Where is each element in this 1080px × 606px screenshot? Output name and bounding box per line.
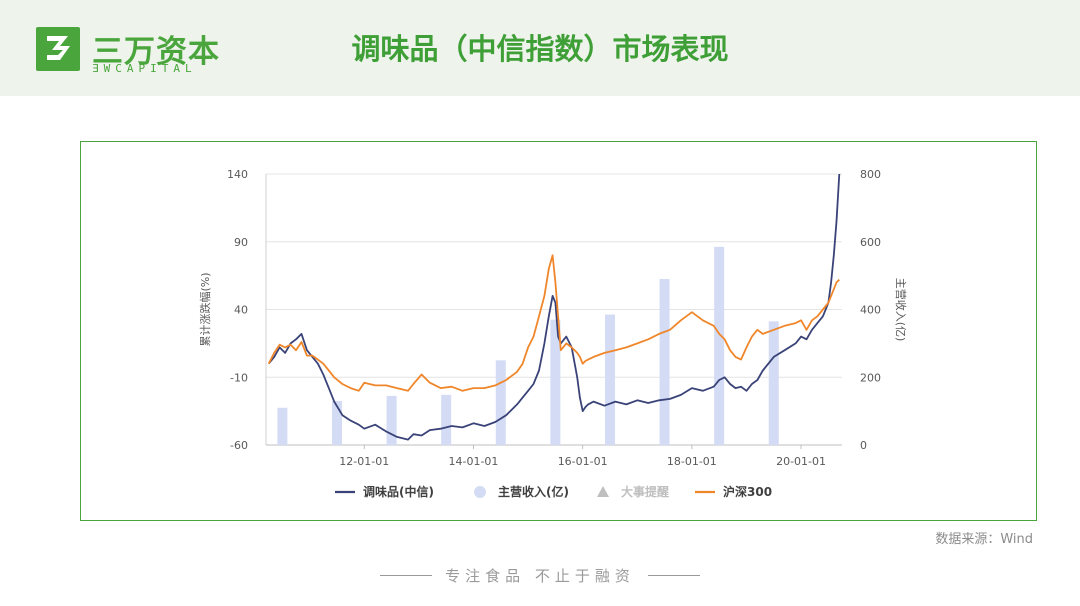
chart-frame: -60 -10 40 90 140 0 200 400 600 800 12-01-01 14-01-…: [80, 141, 1037, 521]
chart: -60 -10 40 90 140 0 200 400 600 800 12-01-01 14-01-…: [198, 168, 908, 499]
legend-events-label: 大事提醒: [621, 484, 669, 499]
legend-events-swatch: [597, 486, 609, 497]
csi300-line: [267, 254, 840, 392]
y-right-tick-label: 200: [860, 371, 881, 384]
legend-revenue-swatch: [474, 486, 486, 498]
legend-csi300-label: 沪深300: [723, 484, 772, 499]
revenue-bar: [441, 394, 452, 445]
y-right-tick-label: 0: [860, 439, 867, 452]
header-bar: 三万资本 ƎWCAPITAL 调味品（中信指数）市场表现: [0, 0, 1080, 96]
x-tick-label: 18-01-01: [667, 455, 717, 468]
revenue-bar: [386, 395, 397, 445]
y-right-tick-label: 800: [860, 168, 881, 181]
logo-name-cn: 三万资本: [92, 34, 220, 70]
x-tick-label: 20-01-01: [776, 455, 826, 468]
x-tick-label: 14-01-01: [449, 455, 499, 468]
y-left-tick-label: 140: [227, 168, 248, 181]
logo-name-en: ƎWCAPITAL: [92, 62, 197, 75]
footer-line-right: [647, 575, 700, 576]
revenue-bar: [550, 319, 561, 445]
revenue-bar: [659, 279, 670, 445]
legend-revenue-label: 主营收入(亿): [498, 484, 569, 499]
legend-seasoning-index-label: 调味品(中信): [363, 484, 434, 499]
x-tick-label: 12-01-01: [339, 455, 389, 468]
revenue-bar: [604, 314, 615, 445]
footer: 专注食品 不止于融资: [0, 565, 1080, 586]
page-title: 调味品（中信指数）市场表现: [351, 32, 729, 66]
x-tick-label: 16-01-01: [558, 455, 608, 468]
y-left-tick-label: 90: [234, 236, 248, 249]
footer-slogan: 专注食品 不止于融资: [445, 567, 635, 585]
y-left-tick-label: -60: [230, 439, 248, 452]
revenue-bar: [495, 360, 506, 445]
revenue-bar: [331, 400, 342, 445]
revenue-bar: [714, 246, 725, 445]
y-left-axis-title: 累计涨跌幅(%): [198, 272, 212, 346]
revenue-bar: [277, 407, 288, 445]
y-right-tick-label: 400: [860, 304, 881, 317]
logo: 三万资本 ƎWCAPITAL: [34, 24, 234, 80]
y-left-tick-label: 40: [234, 304, 248, 317]
y-left-tick-label: -10: [230, 371, 248, 384]
revenue-bar: [768, 321, 779, 445]
y-right-tick-label: 600: [860, 236, 881, 249]
logo-mark-icon: [36, 27, 80, 71]
y-right-axis-title: 主营收入(亿): [894, 278, 908, 342]
data-source: 数据来源：Wind: [935, 532, 1033, 547]
footer-line-left: [380, 575, 433, 576]
